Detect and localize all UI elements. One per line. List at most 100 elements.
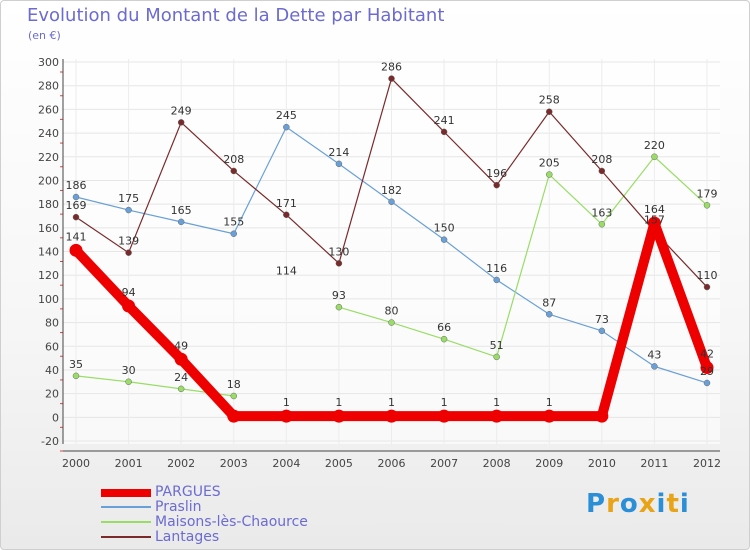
y-tick-label: 280 xyxy=(38,80,59,93)
data-point xyxy=(335,160,343,168)
data-point xyxy=(595,409,609,423)
data-label: 179 xyxy=(697,187,718,200)
data-label: 73 xyxy=(595,313,609,326)
data-label: 245 xyxy=(276,109,297,122)
data-label: 114 xyxy=(276,264,297,277)
legend-label-praslin: Praslin xyxy=(155,499,202,515)
data-point xyxy=(437,409,451,423)
data-point xyxy=(125,206,132,214)
data-point xyxy=(125,249,132,256)
y-tick-label: 80 xyxy=(45,317,59,330)
data-label: 130 xyxy=(328,245,349,258)
data-point xyxy=(651,153,658,160)
data-label: 208 xyxy=(591,153,612,166)
data-label: 139 xyxy=(118,235,139,248)
data-label: 42 xyxy=(700,348,714,361)
series-lantages xyxy=(72,75,711,291)
data-label: 66 xyxy=(437,321,451,334)
data-point xyxy=(177,218,185,226)
x-tick-label: 2008 xyxy=(483,457,511,470)
data-label: 1 xyxy=(493,396,500,409)
data-label: 141 xyxy=(66,230,87,243)
data-label: 155 xyxy=(223,216,244,229)
data-label: 29 xyxy=(700,365,714,378)
x-tick-label: 2007 xyxy=(430,457,458,470)
data-point xyxy=(493,181,500,189)
y-tick-label: 300 xyxy=(38,56,59,69)
data-point xyxy=(546,108,553,115)
data-label: 94 xyxy=(122,286,136,299)
data-label: 163 xyxy=(591,206,612,219)
data-point xyxy=(440,128,448,136)
data-point xyxy=(388,198,395,206)
y-tick-label: 200 xyxy=(38,174,59,187)
y-tick-label: 240 xyxy=(38,127,59,140)
data-point xyxy=(546,311,553,318)
logo-letter: x xyxy=(638,489,657,519)
data-label: 157 xyxy=(644,213,665,226)
data-point xyxy=(493,276,500,284)
legend-swatch-lantages xyxy=(101,536,151,538)
y-tick-label: 180 xyxy=(38,198,59,211)
data-point xyxy=(177,385,185,393)
x-tick-label: 2012 xyxy=(693,457,721,470)
data-point xyxy=(230,392,237,400)
data-point xyxy=(72,193,80,201)
data-label: 164 xyxy=(644,203,665,216)
data-label: 18 xyxy=(227,378,241,391)
data-label: 43 xyxy=(647,348,661,361)
y-tick-label: 220 xyxy=(38,151,59,164)
x-tick-label: 2006 xyxy=(378,457,406,470)
data-label: 169 xyxy=(66,199,87,212)
data-point xyxy=(385,409,398,423)
x-tick-label: 2011 xyxy=(640,457,668,470)
y-tick-label: 100 xyxy=(38,293,59,306)
data-label: 30 xyxy=(122,364,136,377)
logo-letter: P xyxy=(586,489,607,519)
data-point xyxy=(122,299,136,313)
data-point xyxy=(490,409,504,423)
data-label: 241 xyxy=(434,114,455,127)
data-label: 205 xyxy=(539,157,560,170)
data-label: 150 xyxy=(434,222,455,235)
data-label: 286 xyxy=(381,61,402,74)
y-tick-label: 40 xyxy=(45,364,59,377)
y-tick-label: 140 xyxy=(38,246,59,259)
x-tick-label: 2000 xyxy=(62,457,90,470)
data-label: 220 xyxy=(644,139,665,152)
chart-title: Evolution du Montant de la Dette par Hab… xyxy=(27,5,445,26)
data-label: 110 xyxy=(697,269,718,282)
data-point xyxy=(335,303,343,311)
data-label: 171 xyxy=(276,197,297,210)
legend-swatch-pargues xyxy=(101,489,151,497)
data-point xyxy=(174,352,188,366)
x-tick-label: 2001 xyxy=(115,457,143,470)
x-tick-label: 2010 xyxy=(588,457,616,470)
legend-label-pargues: PARGUES xyxy=(155,484,221,500)
data-point xyxy=(598,327,606,335)
data-label: 214 xyxy=(328,146,349,159)
data-label: 116 xyxy=(486,262,507,275)
data-label: 93 xyxy=(332,289,346,302)
series-praslin xyxy=(72,123,711,387)
data-point xyxy=(703,202,711,209)
x-tick-label: 2002 xyxy=(167,457,195,470)
data-label: 258 xyxy=(539,94,560,107)
data-label: 87 xyxy=(542,296,556,309)
data-label: 175 xyxy=(118,192,139,205)
logo-letter: o xyxy=(619,489,639,519)
data-point xyxy=(598,167,606,175)
data-label: 1 xyxy=(283,396,290,409)
data-point xyxy=(72,213,80,221)
data-label: 1 xyxy=(388,396,395,409)
data-label: 35 xyxy=(69,358,83,371)
data-point xyxy=(542,409,556,423)
data-point xyxy=(700,361,714,375)
logo-letter: i xyxy=(656,489,667,519)
y-tick-label: 0 xyxy=(52,411,59,424)
data-label: 51 xyxy=(490,339,504,352)
data-point xyxy=(703,283,711,291)
legend-label-lantages: Lantages xyxy=(155,529,220,545)
